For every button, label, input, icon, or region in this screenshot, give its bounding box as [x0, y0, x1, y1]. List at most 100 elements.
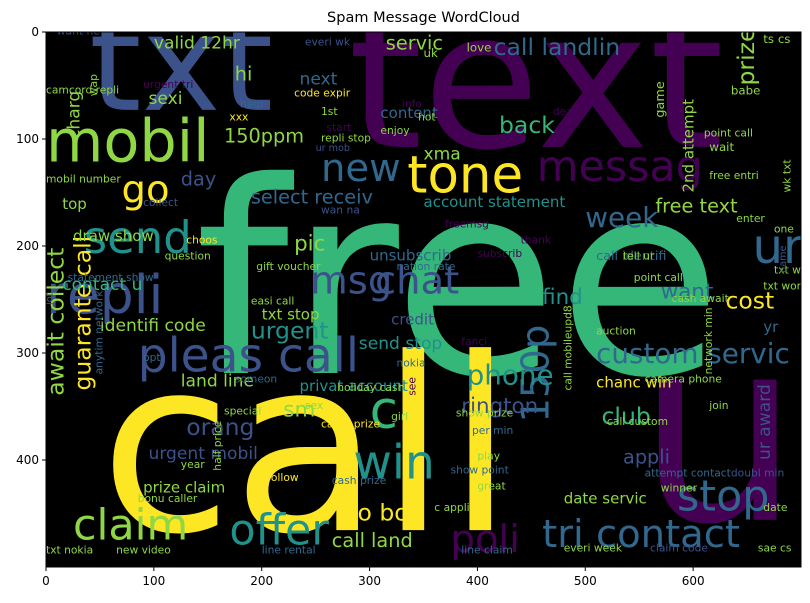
word-txt-word: txt word	[774, 263, 810, 276]
word-credit: credit	[391, 311, 434, 329]
word-new-video: new video	[116, 544, 171, 557]
word-call: call	[100, 306, 514, 587]
word-camcord-repli: camcord repli	[46, 84, 119, 97]
word-holiday-cash: holiday cash	[337, 381, 404, 394]
word-sexi: sexi	[149, 89, 183, 109]
word-cash-await: cash await	[672, 292, 729, 305]
word-camera-phone: camera phone	[645, 372, 722, 385]
word-sm: sm	[283, 397, 315, 422]
word-sex: sex	[305, 399, 323, 412]
word-servic: servic	[386, 32, 443, 55]
word-repli: repli	[46, 263, 163, 326]
word-choos: choos	[186, 233, 218, 246]
word-babe: babe	[731, 83, 760, 97]
word-call-identifi: call identifi	[596, 249, 666, 264]
word-draw-show: draw show	[73, 227, 154, 245]
word-send: send	[84, 211, 192, 264]
word-ur: ur	[753, 219, 804, 275]
word-claim-code: claim code	[650, 542, 708, 555]
word-po-box: po box	[343, 498, 422, 526]
word-lot: lot	[44, 292, 55, 305]
word-text: text	[348, 0, 724, 192]
word-messag: messag	[537, 142, 703, 192]
word-wan-na: wan na	[321, 203, 360, 216]
word-call-land: call land	[332, 529, 413, 552]
word-offer: offer	[229, 506, 329, 556]
chart-title: Spam Message WordCloud	[327, 10, 520, 26]
word-chat: chat	[375, 258, 459, 303]
word-winner: winner	[661, 482, 698, 495]
word-await-collect: await collect	[42, 248, 70, 396]
word-doubl-min: doubl min	[731, 467, 784, 480]
y-axis: 0 100 200 300 400	[16, 25, 46, 467]
word-info: info	[402, 97, 422, 110]
word-call-custom: call custom	[607, 415, 668, 428]
x-tick-label: 500	[574, 574, 597, 588]
x-axis: 0 100 200 300 400 500 600	[42, 567, 705, 588]
word-win: win	[353, 435, 434, 490]
word-one: one	[774, 223, 794, 236]
word-game: game	[653, 81, 668, 117]
word-day: day	[181, 168, 216, 191]
word-dear: dear	[553, 105, 578, 118]
word-sae-cs: sae cs	[758, 542, 792, 555]
word-bonu-caller: bonu caller	[138, 492, 198, 505]
word-date: date	[763, 501, 787, 514]
word-uk: uk	[424, 46, 438, 60]
word-follow: follow	[267, 471, 299, 484]
word-find: find	[542, 285, 583, 310]
word-send-stop: send stop	[359, 334, 442, 354]
word-special: special	[224, 405, 261, 418]
word-code-expir: code expir	[294, 87, 351, 100]
word-cash-prize: cash prize	[332, 474, 387, 487]
word-account-statement: account statement	[424, 193, 566, 211]
word-half-price: half price	[211, 421, 224, 471]
word-line-rental: line rental	[262, 544, 316, 557]
word-urgent-mobil: urgent mobil	[149, 444, 258, 464]
word-subscrib: subscrib	[477, 247, 522, 260]
x-tick-label: 400	[466, 574, 489, 588]
word-want: want	[661, 280, 714, 305]
word-go: go	[122, 167, 170, 212]
word-nation-rate: nation rate	[397, 260, 456, 273]
word-show-prize: show prize	[456, 407, 513, 420]
word-wk-txt: wk txt	[781, 159, 794, 192]
word-1st: 1st	[321, 105, 338, 118]
plot-frame	[45, 31, 802, 568]
word-collect: collect	[143, 196, 178, 209]
word-tri-contact: tri contact	[542, 512, 740, 557]
word-thank: thank	[521, 233, 552, 246]
y-tick-label: 100	[16, 132, 39, 146]
word-phone: phone	[467, 358, 554, 391]
word-line-claim: line claim	[461, 544, 512, 557]
word-content: content	[380, 104, 438, 122]
word-caller-prize: caller prize	[321, 417, 380, 430]
word-identifi-code: identifi code	[100, 316, 206, 336]
word-free: free	[195, 126, 722, 437]
word-nokia: nokia	[397, 356, 426, 369]
word-contact-u: contact u	[62, 275, 142, 295]
word-date-servic: date servic	[564, 489, 647, 507]
x-tick-label: 0	[42, 574, 50, 588]
word-fanci: fanci	[461, 335, 487, 348]
word-show-point: show point	[451, 463, 509, 476]
word-gift-voucher: gift voucher	[256, 260, 321, 273]
word-hot: hot	[418, 110, 436, 123]
word-txt: txt	[89, 0, 273, 142]
word-free-text: free text	[655, 194, 738, 217]
word-girl: girl	[391, 410, 408, 423]
word-tell-ur: tell ur	[623, 249, 655, 262]
word-ur-award: ur award	[755, 384, 775, 460]
word-ts-cs: ts cs	[763, 32, 790, 46]
word-txt-word: txt word	[763, 279, 807, 292]
x-tick-label: 100	[142, 574, 165, 588]
word-free-entri: free entri	[709, 169, 758, 182]
word-chanc-win: chanc win	[596, 374, 671, 392]
word-anytim-network: anytim network	[93, 290, 106, 375]
word-want-new: want new	[57, 25, 109, 38]
word-freemsg: freemsg	[445, 217, 489, 230]
word-everi-week: everi week	[564, 542, 623, 555]
word-mobil: mobil	[46, 107, 210, 176]
word-orang: orang	[186, 413, 254, 441]
